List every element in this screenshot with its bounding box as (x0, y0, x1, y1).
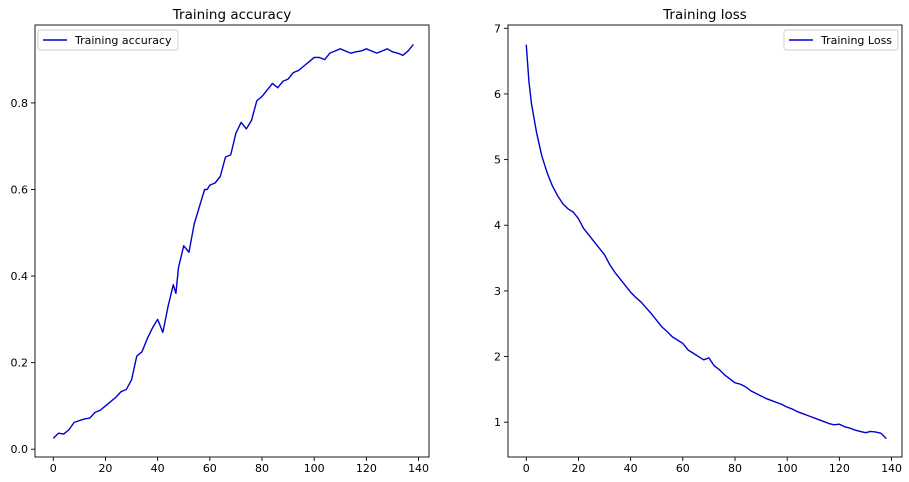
loss-x-tick-label-3: 60 (676, 462, 690, 475)
loss-x-tick-label-0: 0 (523, 462, 530, 475)
loss-legend-box (783, 29, 899, 51)
loss-x-tick-label-4: 80 (728, 462, 742, 475)
loss-y-tick-label-5: 6 (494, 88, 501, 101)
accuracy-y-tick-label-2: 0.4 (11, 270, 29, 283)
loss-x-tick-label-7: 140 (881, 462, 902, 475)
loss-chart-title: Training loss (662, 7, 747, 23)
loss-series-line-0 (525, 44, 887, 440)
accuracy-y-tick-label-4: 0.8 (11, 97, 29, 110)
accuracy-series-line-0 (52, 44, 414, 439)
accuracy-x-tick-label-2: 40 (151, 462, 165, 475)
accuracy-legend-box (37, 29, 179, 51)
accuracy-legend-label: Training accuracy (74, 34, 172, 47)
accuracy-ticks: 0 20 40 60 80 100 120 140 0.0 0.2 0.4 0.6 0.8 (11, 97, 430, 475)
loss-x-tick-label-1: 20 (571, 462, 585, 475)
accuracy-y-tick-label-0: 0.0 (11, 443, 29, 456)
loss-y-tick-label-0: 1 (494, 416, 501, 429)
loss-y-tick-label-6: 7 (494, 22, 501, 35)
accuracy-x-tick-label-6: 120 (356, 462, 377, 475)
loss-x-tick-label-6: 120 (829, 462, 850, 475)
loss-y-tick-label-3: 4 (494, 219, 501, 232)
loss-x-tick-label-2: 40 (624, 462, 638, 475)
accuracy-x-tick-label-5: 100 (304, 462, 325, 475)
accuracy-y-tick-label-1: 0.2 (11, 357, 29, 370)
loss-legend-label: Training Loss (820, 34, 892, 47)
accuracy-y-tick-label-3: 0.6 (11, 183, 29, 196)
accuracy-plot-area (52, 44, 414, 439)
loss-y-tick-label-4: 5 (494, 154, 501, 167)
accuracy-chart: Training accuracy 0 20 40 60 80 100 120 1400.00… (11, 7, 430, 475)
loss-y-tick-label-1: 2 (494, 351, 501, 364)
loss-ticks: 0 20 40 60 80 100 120 140 1 2 3 4 5 6 7 (494, 22, 902, 475)
accuracy-x-tick-label-3: 60 (203, 462, 217, 475)
accuracy-x-tick-label-7: 140 (408, 462, 429, 475)
loss-plot-area (525, 44, 887, 440)
accuracy-legend: Training accuracy (37, 29, 179, 51)
loss-axes-frame (507, 24, 903, 458)
accuracy-axes-frame (34, 24, 430, 458)
accuracy-x-tick-label-1: 20 (98, 462, 112, 475)
loss-chart: Training loss 0 20 40 60 80 100 120 1401234567 … (494, 7, 903, 475)
accuracy-x-tick-label-4: 80 (255, 462, 269, 475)
accuracy-x-tick-label-0: 0 (50, 462, 57, 475)
accuracy-chart-title: Training accuracy (172, 7, 291, 23)
loss-y-tick-label-2: 3 (494, 285, 501, 298)
loss-legend: Training Loss (783, 29, 899, 51)
loss-x-tick-label-5: 100 (777, 462, 798, 475)
